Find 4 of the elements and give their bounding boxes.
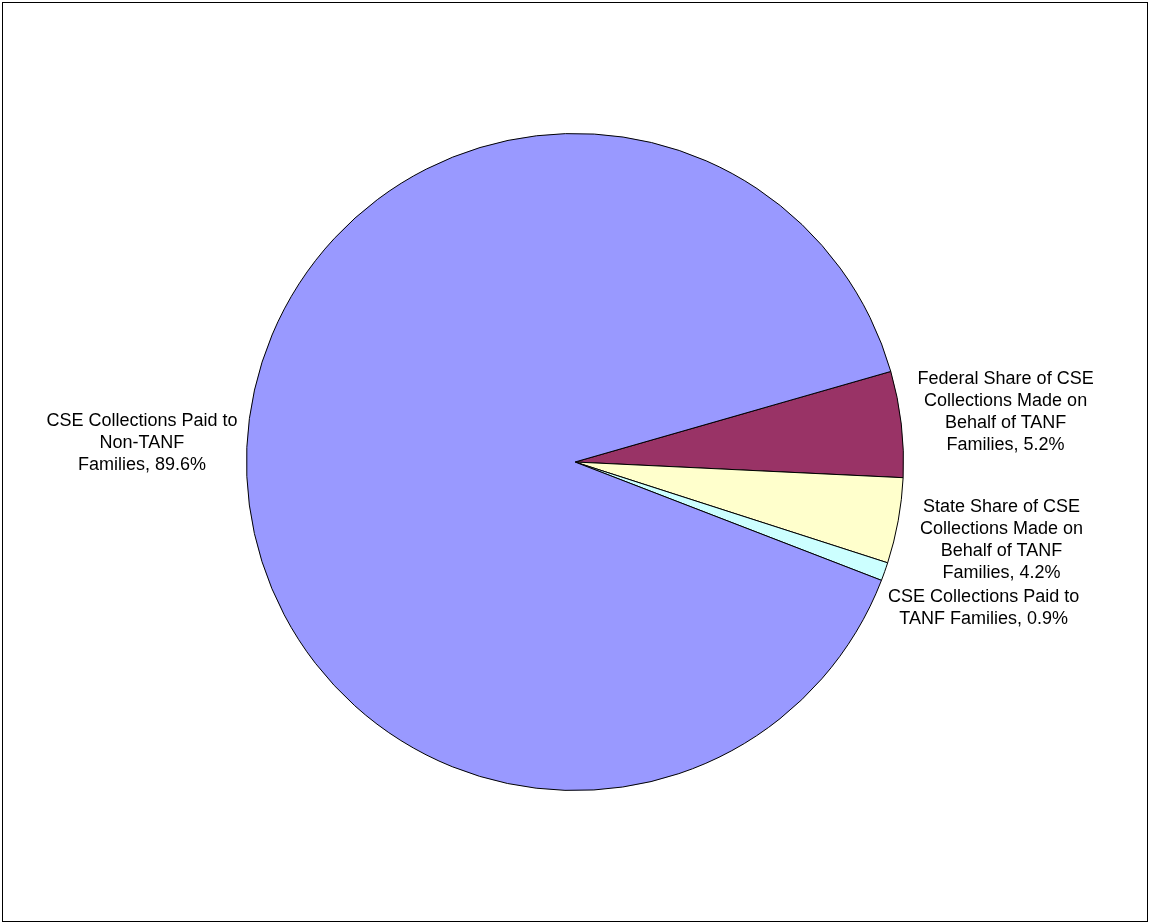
slice-label: CSE Collections Paid to Non-TANF Families, 89.6% (46, 409, 238, 474)
slice-label: State Share of CSE Collections Made on Behalf of TANF Families, 4.2% (919, 495, 1084, 582)
slice-label: CSE Collections Paid to TANF Families, 0.9% (888, 585, 1080, 628)
slice-label: Federal Share of CSE Collections Made on Behalf of TANF Families, 5.2% (917, 367, 1094, 454)
